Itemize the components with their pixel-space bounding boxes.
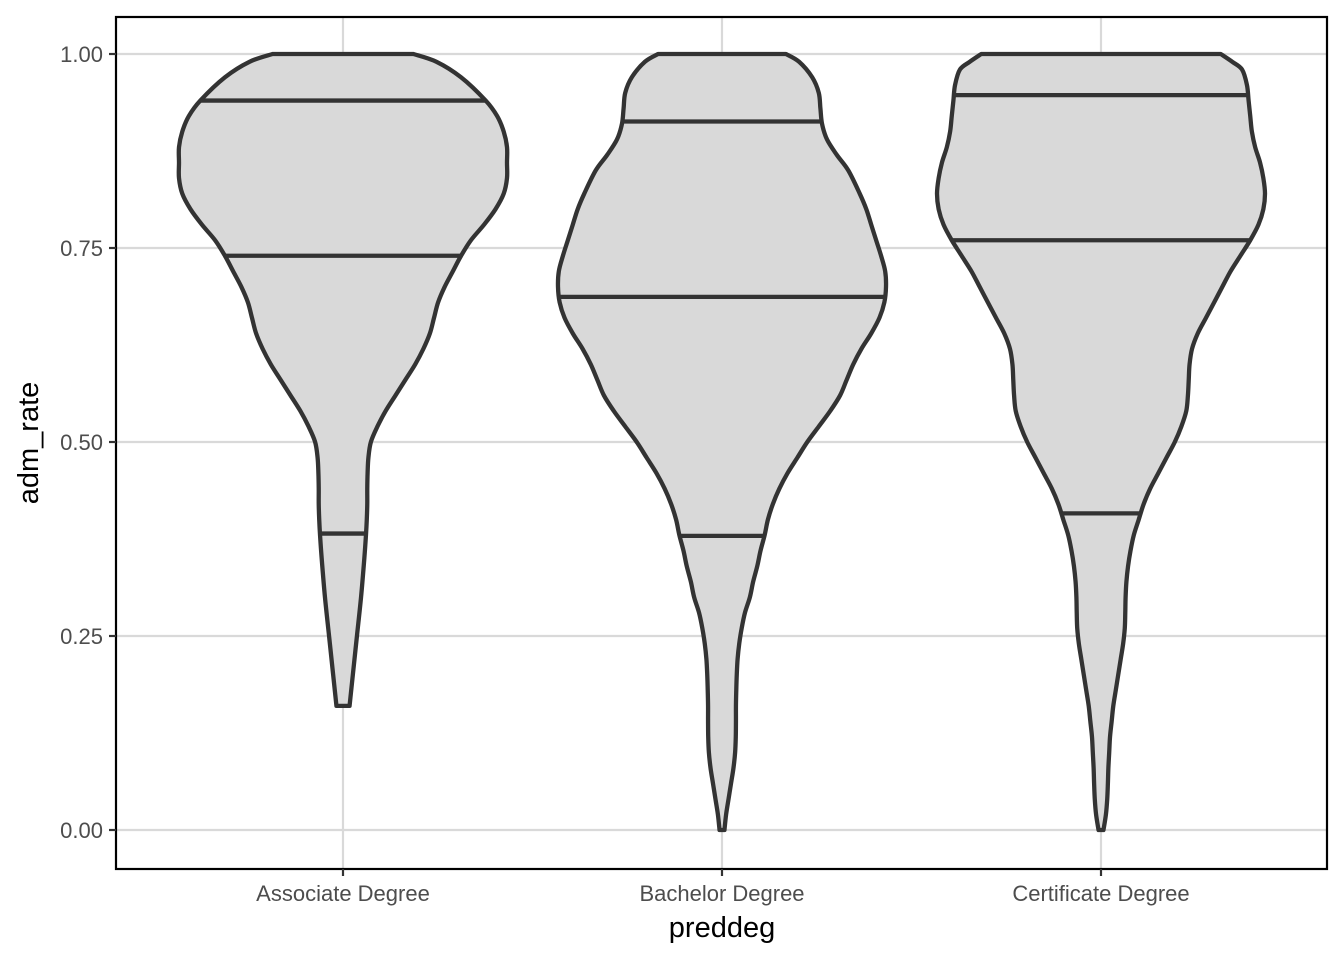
- x-axis-title: preddeg: [669, 912, 775, 944]
- violin-body: [176, 51, 510, 708]
- y-tick-label: 0.50: [60, 430, 103, 455]
- x-tick-label: Associate Degree: [256, 881, 430, 906]
- violin-body: [555, 51, 889, 833]
- y-tick-label: 0.00: [60, 818, 103, 843]
- violin-layer: [176, 51, 1268, 833]
- y-tick-label: 0.75: [60, 236, 103, 261]
- y-tick-label: 1.00: [60, 42, 103, 67]
- y-axis-title: adm_rate: [13, 382, 45, 505]
- x-tick-label: Bachelor Degree: [639, 881, 804, 906]
- violin-body: [934, 51, 1268, 833]
- y-tick-label: 0.25: [60, 624, 103, 649]
- axis-layer: 0.00 0.25 0.50 0.75 1.00 Associate Degree Bach…: [60, 42, 1189, 906]
- x-tick-label: Certificate Degree: [1012, 881, 1189, 906]
